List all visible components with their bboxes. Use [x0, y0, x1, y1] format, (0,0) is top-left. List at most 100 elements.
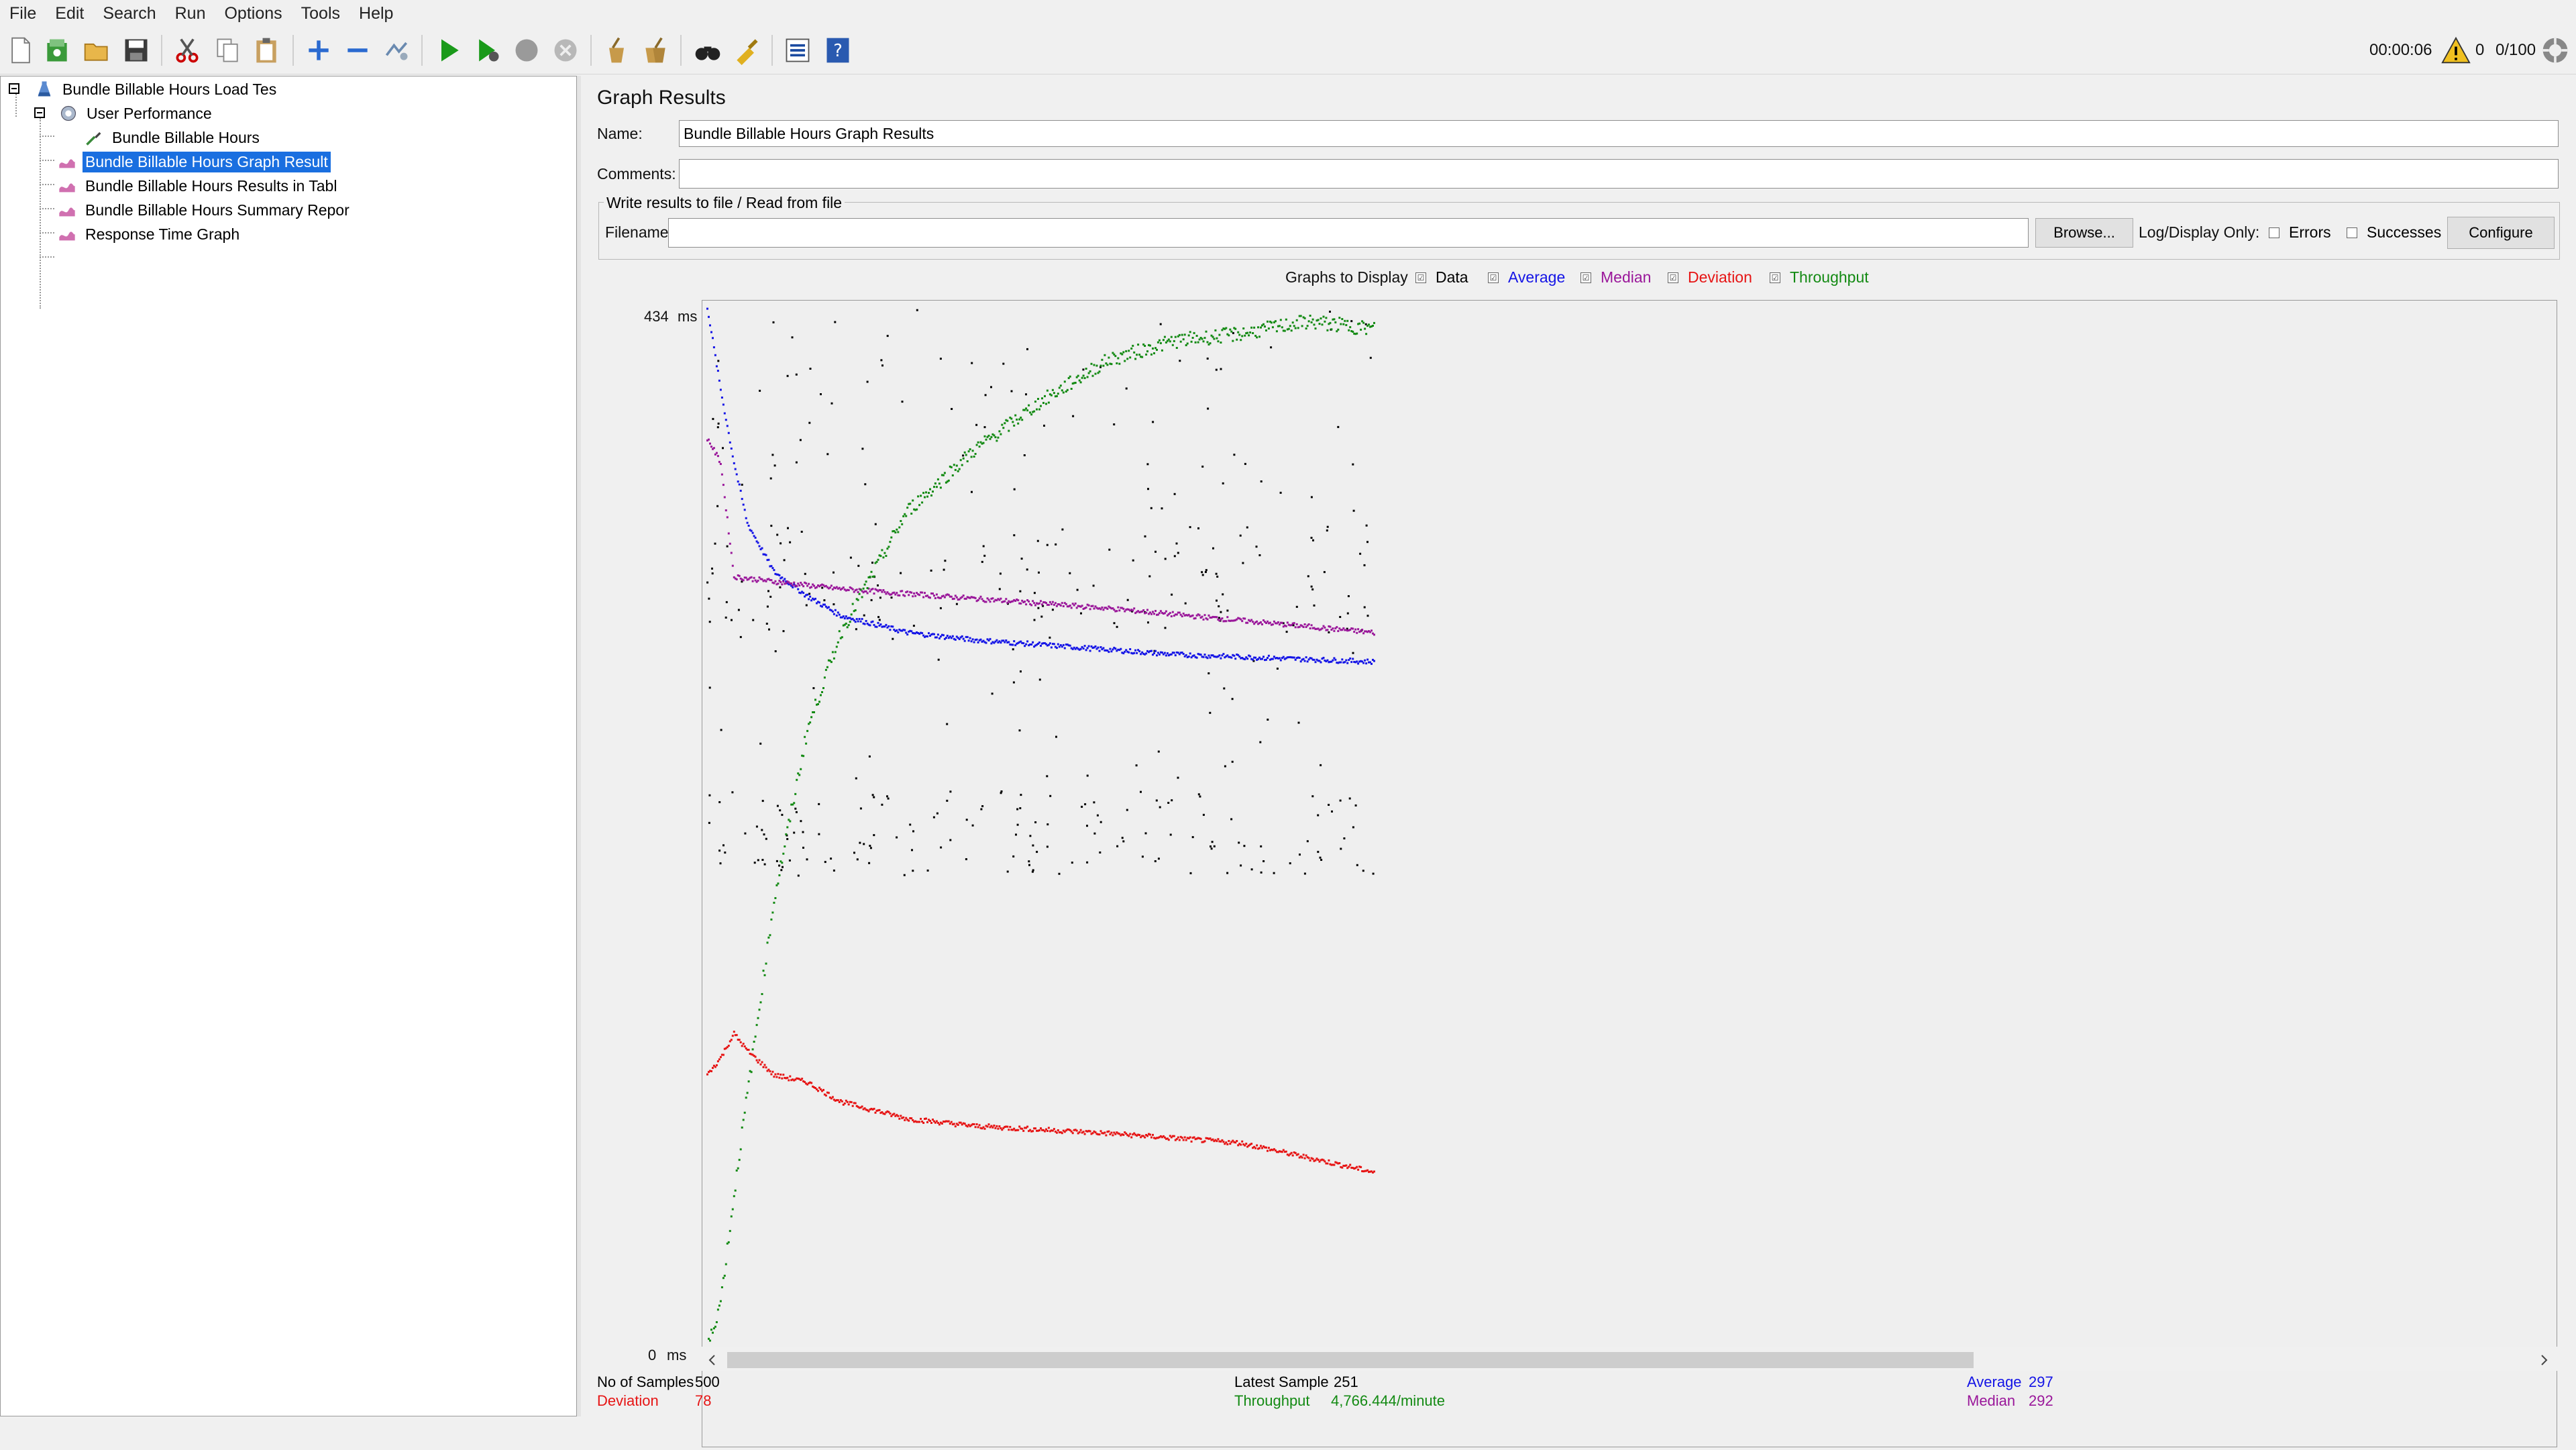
throughput-point — [1294, 327, 1297, 329]
data-point — [1019, 590, 1022, 592]
errors-checkbox-box[interactable] — [2269, 227, 2279, 238]
collapse-root-toggle[interactable] — [9, 83, 19, 94]
tree-node-thread-group[interactable]: User Performance — [58, 102, 215, 125]
menu-help[interactable]: Help — [359, 3, 394, 23]
new-icon[interactable] — [5, 35, 36, 66]
graph-average-check[interactable]: ☑ — [1488, 272, 1499, 283]
graph-throughput-checkbox[interactable]: ☑ Throughput — [1770, 268, 1869, 287]
median-point — [867, 587, 870, 590]
tree-node-results-table[interactable]: Bundle Billable Hours Results in Tabl — [57, 174, 339, 197]
tree-node-summary-report[interactable]: Bundle Billable Hours Summary Repor — [57, 199, 352, 221]
median-point — [837, 587, 839, 590]
deviation-point — [1055, 1131, 1058, 1134]
throughput-point — [1030, 413, 1033, 416]
graph-throughput-check[interactable]: ☑ — [1770, 272, 1780, 283]
menu-search[interactable]: Search — [103, 3, 156, 23]
start-no-timers-icon[interactable] — [472, 35, 503, 66]
median-point — [1199, 617, 1202, 619]
menu-options[interactable]: Options — [224, 3, 282, 23]
help-icon[interactable]: ? — [822, 35, 853, 66]
graph-average-checkbox[interactable]: ☑ Average — [1488, 268, 1565, 287]
data-point — [1086, 861, 1089, 864]
graph-data-check[interactable]: ☑ — [1415, 272, 1426, 283]
scroll-right-icon[interactable] — [2537, 1353, 2551, 1367]
comments-input[interactable] — [679, 159, 2559, 189]
throughput-point — [746, 1092, 749, 1094]
successes-checkbox[interactable]: Successes — [2347, 223, 2441, 242]
average-point — [1166, 652, 1169, 655]
deviation-point — [926, 1121, 928, 1123]
throughput-point — [773, 901, 775, 904]
start-icon[interactable] — [433, 35, 464, 66]
function-helper-icon[interactable] — [782, 35, 813, 66]
collapse-all-icon[interactable] — [342, 35, 373, 66]
menu-run[interactable]: Run — [174, 3, 206, 23]
graph-deviation-check[interactable]: ☑ — [1668, 272, 1678, 283]
open-icon[interactable] — [82, 35, 113, 66]
tree-node-sampler[interactable]: Bundle Billable Hours — [84, 126, 262, 149]
throughput-point — [1163, 335, 1166, 338]
search-icon[interactable] — [692, 35, 723, 66]
pane-splitter[interactable] — [577, 76, 581, 1416]
median-point — [1244, 617, 1246, 620]
tree-node-graph-results[interactable]: Bundle Billable Hours Graph Result — [57, 150, 331, 173]
data-point — [1159, 806, 1161, 809]
warning-icon[interactable] — [2440, 35, 2471, 66]
shutdown-icon[interactable] — [550, 35, 581, 66]
paste-icon[interactable] — [251, 35, 282, 66]
deviation-point — [1311, 1157, 1314, 1160]
throughput-point — [969, 448, 971, 451]
templates-icon[interactable] — [42, 35, 72, 66]
collapse-thread-group-toggle[interactable] — [34, 107, 45, 118]
save-icon[interactable] — [121, 35, 152, 66]
throughput-point — [1153, 352, 1155, 354]
throughput-point — [1187, 334, 1190, 337]
average-point — [1112, 648, 1114, 651]
throughput-point — [1071, 382, 1074, 385]
stop-icon[interactable] — [511, 35, 542, 66]
median-point — [1125, 609, 1128, 611]
throughput-point — [1295, 319, 1298, 321]
deviation-point — [1362, 1170, 1365, 1173]
throughput-point — [1091, 374, 1094, 377]
configure-button[interactable]: Configure — [2447, 217, 2555, 249]
cut-icon[interactable] — [172, 35, 203, 66]
graph-horizontal-scrollbar[interactable] — [702, 1347, 2557, 1371]
throughput-point — [990, 435, 993, 438]
median-point — [1245, 621, 1248, 624]
copy-icon[interactable] — [212, 35, 243, 66]
clear-icon[interactable] — [601, 35, 632, 66]
scroll-left-icon[interactable] — [706, 1353, 719, 1367]
toggle-icon[interactable] — [381, 35, 412, 66]
filename-input[interactable] — [668, 218, 2029, 248]
deviation-point — [1113, 1131, 1116, 1134]
successes-checkbox-box[interactable] — [2347, 227, 2357, 238]
graph-median-checkbox[interactable]: ☑ Median — [1580, 268, 1651, 287]
menu-edit[interactable]: Edit — [55, 3, 85, 23]
throughput-point — [997, 436, 1000, 439]
median-point — [998, 599, 1001, 601]
reset-search-icon[interactable] — [731, 35, 762, 66]
scroll-thumb[interactable] — [727, 1352, 1974, 1368]
throughput-point — [1146, 350, 1148, 353]
errors-checkbox[interactable]: Errors — [2269, 223, 2331, 242]
tree-node-test-plan[interactable]: Bundle Billable Hours Load Tes — [34, 78, 279, 101]
graph-deviation-checkbox[interactable]: ☑ Deviation — [1668, 268, 1752, 287]
menu-tools[interactable]: Tools — [301, 3, 341, 23]
name-input[interactable]: Bundle Billable Hours Graph Results — [679, 120, 2559, 147]
browse-button[interactable]: Browse... — [2035, 218, 2133, 248]
menu-file[interactable]: File — [9, 3, 37, 23]
deviation-point — [820, 1088, 822, 1091]
average-point — [1132, 652, 1134, 655]
tree-node-response-time-graph[interactable]: Response Time Graph — [57, 223, 242, 246]
throughput-point — [813, 711, 815, 713]
remote-status-icon[interactable] — [2540, 35, 2571, 66]
expand-all-icon[interactable] — [303, 35, 334, 66]
average-point — [1145, 652, 1148, 655]
average-point — [1008, 641, 1010, 643]
data-point — [1311, 795, 1314, 798]
graph-median-check[interactable]: ☑ — [1580, 272, 1591, 283]
graph-data-checkbox[interactable]: ☑ Data — [1415, 268, 1468, 287]
average-point — [1326, 659, 1329, 662]
clear-all-icon[interactable] — [640, 35, 671, 66]
